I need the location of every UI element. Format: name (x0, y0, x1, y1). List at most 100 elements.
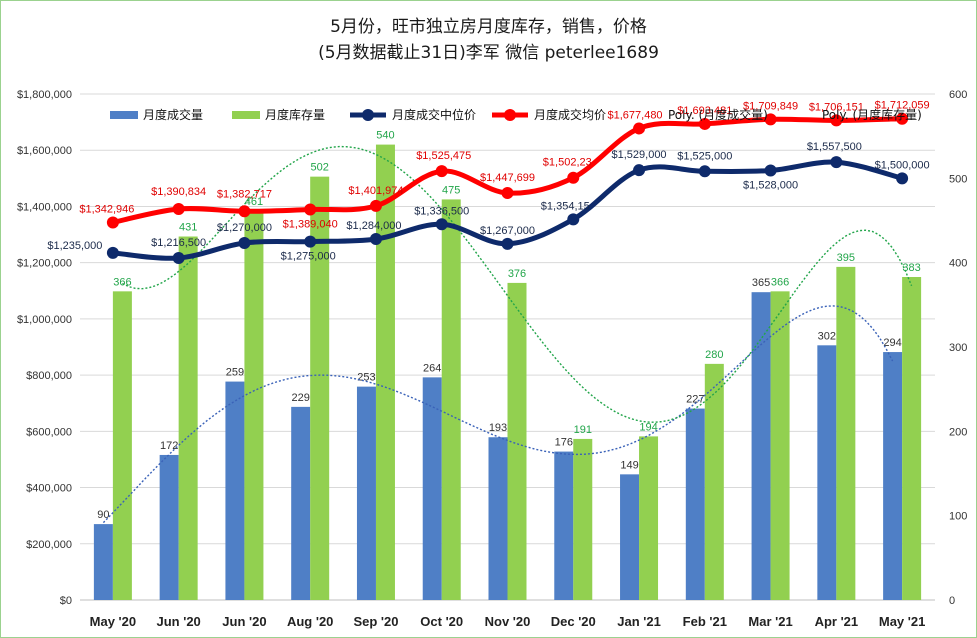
average-price-label: $1,712,059 (875, 100, 930, 112)
inventory-bar-label: 366 (113, 276, 131, 288)
x-tick-label: Dec '20 (551, 614, 596, 629)
sales-bar (685, 408, 705, 600)
legend-marker (504, 109, 516, 121)
inventory-bar-label: 191 (574, 424, 592, 436)
average-price-point (435, 165, 448, 178)
chart-subtitle: (5月数据截止31日)李军 微信 peterlee1689 (318, 43, 659, 63)
x-tick-label: Feb '21 (683, 614, 727, 629)
sales-bar (356, 386, 376, 600)
y-right-tick-label: 600 (949, 89, 967, 101)
chart-title: 5月份，旺市独立房月度库存，销售，价格 (330, 17, 647, 37)
median-price-point (304, 235, 317, 248)
legend-label: 月度成交均价 (534, 107, 606, 122)
average-price-point (501, 187, 514, 200)
legend-swatch (232, 111, 260, 119)
average-price-point (896, 112, 909, 125)
y-left-tick-label: $1,400,000 (17, 201, 72, 213)
median-price-label: $1,336,500 (414, 205, 469, 217)
inventory-bar (112, 291, 132, 600)
sales-bar (620, 474, 640, 600)
y-left-tick-label: $0 (60, 595, 72, 607)
median-price-point (830, 156, 843, 169)
sales-bar (93, 524, 113, 600)
median-price-label: $1,525,000 (677, 150, 732, 162)
average-price-point (698, 117, 711, 130)
legend-label: 月度成交中位价 (392, 107, 476, 122)
inventory-bar-label: 383 (902, 262, 920, 274)
average-price-point (764, 113, 777, 126)
average-price-label: $1,693,481 (677, 105, 732, 117)
sales-bar (883, 352, 903, 600)
sales-bar-label: 264 (423, 362, 441, 374)
y-right-tick-label: 300 (949, 342, 967, 354)
sales-bar (159, 454, 179, 600)
average-price-point (172, 203, 185, 216)
y-left-tick-label: $400,000 (26, 483, 72, 495)
median-price-label: $1,528,000 (743, 179, 798, 191)
median-price-point (896, 172, 909, 185)
inventory-bar-label: 475 (442, 184, 460, 196)
sales-bar (488, 437, 508, 600)
sales-bar (291, 406, 311, 600)
average-price-label: $1,709,849 (743, 100, 798, 112)
legend-label: 月度库存量 (265, 107, 325, 122)
inventory-bar (441, 199, 461, 600)
y-right-tick-label: 200 (949, 426, 967, 438)
x-tick-label: Apr '21 (815, 614, 859, 629)
inventory-bar-label: 376 (508, 268, 526, 280)
y-right-tick-label: 100 (949, 511, 967, 523)
x-tick-label: Jun '20 (157, 614, 201, 629)
sales-bar (817, 345, 837, 600)
inventory-bar (375, 144, 395, 600)
inventory-bar-label: 502 (311, 162, 329, 174)
sales-trendline (102, 305, 894, 524)
average-price-label: $1,389,040 (283, 219, 338, 231)
x-tick-label: Mar '21 (748, 614, 792, 629)
median-price-label: $1,284,000 (346, 220, 401, 232)
sales-bar-label: 176 (555, 437, 573, 449)
median-price-label: $1,500,000 (875, 159, 930, 171)
average-price-label: $1,390,834 (151, 186, 206, 198)
average-price-label: $1,677,480 (608, 109, 663, 121)
legend-label: Poly. (月度库存量) (822, 107, 922, 122)
median-price-label: $1,275,000 (281, 251, 336, 263)
median-price-point (633, 164, 646, 177)
x-tick-label: Nov '20 (485, 614, 531, 629)
y-right-tick-label: 400 (949, 258, 967, 270)
y-right-tick-label: 500 (949, 173, 967, 185)
average-price-point (369, 199, 382, 212)
x-tick-label: Jan '21 (617, 614, 661, 629)
median-price-point (501, 237, 514, 250)
median-price-point (369, 233, 382, 246)
inventory-bar-label: 461 (245, 196, 263, 208)
x-tick-label: Sep '20 (353, 614, 398, 629)
sales-bar (422, 377, 442, 600)
average-price-label: $1,525,475 (416, 150, 471, 162)
y-right-tick-label: 0 (949, 595, 955, 607)
average-price-label: $1,401,974 (348, 185, 403, 197)
average-price-point (567, 171, 580, 184)
y-left-tick-label: $1,600,000 (17, 145, 72, 157)
inventory-bar-label: 431 (179, 222, 197, 234)
legend-label: 月度成交量 (143, 107, 203, 122)
median-price-point (106, 246, 119, 259)
median-price-point (172, 252, 185, 265)
inventory-bar (902, 277, 922, 600)
inventory-bar-label: 540 (376, 130, 394, 142)
median-price-point (238, 236, 251, 249)
sales-bar-label: 229 (292, 392, 310, 404)
y-left-tick-label: $1,200,000 (17, 258, 72, 270)
inventory-bar-label: 194 (639, 421, 657, 433)
x-tick-label: May '20 (90, 614, 136, 629)
inventory-bar (310, 176, 330, 600)
legend-marker (362, 109, 374, 121)
y-left-tick-label: $1,800,000 (17, 89, 72, 101)
median-price-point (698, 165, 711, 178)
average-price-label: $1,342,946 (79, 203, 134, 215)
inventory-bar (244, 211, 264, 600)
sales-bar-label: 193 (489, 422, 507, 434)
median-price-label: $1,354,15 (541, 200, 590, 212)
inventory-trendline (122, 145, 913, 423)
sales-bar-label: 172 (160, 440, 178, 452)
